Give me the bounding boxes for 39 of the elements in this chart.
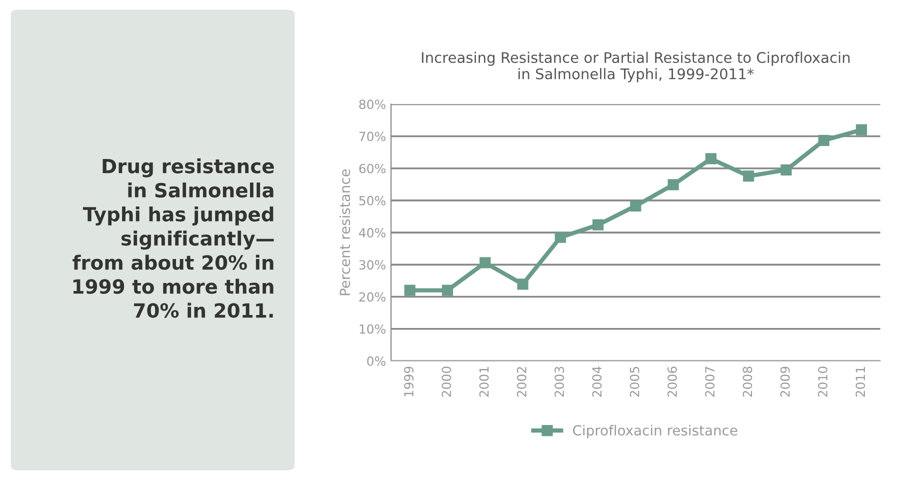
point — [856, 124, 868, 136]
x-tick-label: 2010 — [818, 366, 828, 397]
y-tick-label: 20% — [359, 292, 386, 302]
y-tick-label: 70% — [359, 132, 386, 142]
x-tick-label: 2001 — [479, 366, 489, 397]
point — [442, 284, 454, 296]
legend-label: Ciprofloxacin resistance — [573, 424, 738, 438]
point — [630, 200, 642, 212]
y-tick-label: 0% — [367, 356, 386, 366]
x-tick-label: 2011 — [856, 366, 866, 397]
point — [517, 278, 528, 290]
x-tick-label: 2002 — [516, 367, 526, 397]
x-tick-label: 2005 — [630, 366, 640, 397]
y-tick-label: 80% — [359, 100, 386, 110]
x-tick-label: 2000 — [442, 366, 452, 397]
point — [404, 284, 416, 296]
x-tick-label: 2007 — [705, 366, 715, 397]
x-tick-label: 2003 — [554, 366, 564, 397]
point — [818, 134, 830, 146]
chart-title: Increasing Resistance or Partial Resistance to Ciprofloxacin in Salmonella Typhi, 1999-2011* — [422, 52, 850, 82]
x-tick-label: 1999 — [404, 366, 414, 396]
y-tick-label: 60% — [359, 164, 386, 174]
x-tick-label: 2006 — [667, 366, 677, 397]
point — [780, 164, 792, 176]
point — [554, 232, 566, 243]
x-tick-label: 2004 — [592, 366, 602, 397]
y-tick-label: 30% — [359, 260, 386, 270]
point — [480, 257, 491, 268]
point — [592, 219, 604, 230]
y-axis-title: Percent resistance — [339, 169, 350, 296]
text: Drug resistance in Salmonella Typhi has jumped significantly— from about 20% in 1999 to more than 70% in 2011. — [72, 158, 274, 318]
point — [668, 179, 679, 190]
y-tick-label: 40% — [359, 228, 386, 238]
y-tick-label: 50% — [359, 196, 386, 206]
x-tick-label: 2008 — [742, 366, 752, 397]
x-tick-label: 2009 — [780, 366, 790, 397]
point — [705, 153, 716, 164]
y-tick-label: 10% — [360, 324, 386, 334]
point — [743, 170, 754, 182]
